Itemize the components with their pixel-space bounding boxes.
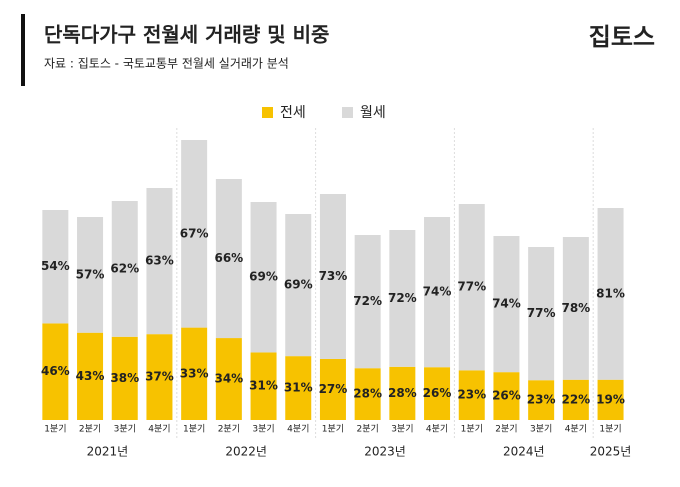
- x-tick-label: 1분기: [461, 424, 483, 435]
- x-tick-label: 2분기: [357, 424, 379, 435]
- bar-segment: [424, 367, 451, 420]
- group-label: 2024년: [503, 445, 545, 459]
- bar-segment: [215, 338, 242, 420]
- x-tick-label: 2분기: [218, 424, 240, 435]
- bar-segment: [42, 210, 69, 324]
- value-label: 69%: [249, 270, 278, 284]
- value-label: 38%: [110, 371, 139, 385]
- x-tick-label: 2분기: [79, 424, 101, 435]
- value-label: 74%: [423, 285, 452, 299]
- value-label: 63%: [145, 254, 174, 268]
- value-label: 22%: [561, 392, 590, 406]
- bar-segment: [562, 379, 589, 420]
- value-label: 31%: [284, 381, 313, 395]
- value-label: 72%: [353, 294, 382, 308]
- bar-segment: [111, 201, 138, 337]
- bar-segment: [146, 188, 173, 335]
- bar-segment: [528, 247, 555, 381]
- value-label: 77%: [457, 280, 486, 294]
- bar-segment: [389, 230, 416, 367]
- bar-segment: [181, 327, 208, 420]
- bar-segment: [597, 379, 624, 420]
- value-label: 57%: [76, 267, 105, 281]
- logo: 집토스: [589, 23, 655, 51]
- value-label: 26%: [423, 386, 452, 400]
- x-tick-label: 3분기: [530, 424, 552, 435]
- value-label: 66%: [214, 251, 243, 265]
- x-tick-label: 3분기: [252, 424, 274, 435]
- bar-segment: [285, 356, 312, 420]
- bar-segment: [389, 366, 416, 420]
- value-label: 67%: [180, 226, 209, 240]
- bar-segment: [111, 336, 138, 420]
- value-label: 77%: [527, 306, 556, 320]
- bar-segment: [42, 323, 69, 420]
- value-label: 26%: [492, 389, 521, 403]
- value-label: 19%: [596, 392, 625, 406]
- x-tick-label: 3분기: [114, 424, 136, 435]
- bar-segment: [597, 208, 624, 380]
- value-label: 81%: [596, 286, 625, 300]
- value-label: 27%: [319, 382, 348, 396]
- group-label: 2021년: [87, 445, 129, 459]
- bar-segment: [319, 358, 346, 420]
- value-label: 46%: [41, 364, 70, 378]
- bar-segment: [528, 380, 555, 420]
- bar-segment: [354, 235, 381, 369]
- group-label: 2025년: [590, 445, 632, 459]
- value-label: 33%: [180, 366, 209, 380]
- bar-segment: [493, 372, 520, 420]
- value-label: 23%: [457, 388, 486, 402]
- subtitle: 자료 : 집토스 - 국토교통부 전월세 실거래가 분석: [44, 57, 289, 71]
- bar-segment: [493, 236, 520, 373]
- x-tick-label: 1분기: [183, 424, 205, 435]
- bar-segment: [354, 368, 381, 420]
- group-label: 2022년: [225, 445, 267, 459]
- bar-segment: [424, 217, 451, 368]
- bar-segment: [77, 332, 104, 420]
- bar-segment: [181, 140, 208, 328]
- value-label: 62%: [110, 261, 139, 275]
- legend-swatch: [342, 107, 353, 118]
- value-label: 72%: [388, 291, 417, 305]
- x-tick-label: 1분기: [322, 424, 344, 435]
- legend-label: 월세: [360, 105, 386, 121]
- bar-segment: [319, 194, 346, 359]
- bar-segment: [285, 214, 312, 357]
- chart-title: 단독다가구 전월세 거래량 및 비중: [44, 23, 329, 47]
- value-label: 23%: [527, 393, 556, 407]
- group-label: 2023년: [364, 445, 406, 459]
- bar-segment: [562, 237, 589, 380]
- value-label: 34%: [214, 372, 243, 386]
- value-label: 37%: [145, 370, 174, 384]
- legend-label: 전세: [280, 105, 306, 121]
- value-label: 31%: [249, 379, 278, 393]
- bar-segment: [250, 202, 277, 353]
- value-label: 78%: [561, 301, 590, 315]
- bar-segment: [215, 179, 242, 339]
- bar-segment: [250, 352, 277, 420]
- legend-swatch: [262, 107, 273, 118]
- value-label: 54%: [41, 259, 70, 273]
- x-tick-label: 4분기: [148, 424, 170, 435]
- value-label: 28%: [353, 387, 382, 401]
- x-tick-label: 3분기: [391, 424, 413, 435]
- value-label: 28%: [388, 386, 417, 400]
- x-tick-label: 4분기: [565, 424, 587, 435]
- value-label: 74%: [492, 297, 521, 311]
- accent-bar: [21, 14, 25, 86]
- bar-segment: [458, 370, 485, 420]
- value-label: 69%: [284, 278, 313, 292]
- value-label: 43%: [76, 369, 105, 383]
- bar-segment: [146, 334, 173, 420]
- x-tick-label: 4분기: [426, 424, 448, 435]
- x-tick-label: 1분기: [599, 424, 621, 435]
- x-tick-label: 1분기: [44, 424, 66, 435]
- bar-segment: [458, 204, 485, 371]
- value-label: 73%: [319, 269, 348, 283]
- x-tick-label: 4분기: [287, 424, 309, 435]
- bar-segment: [77, 217, 104, 333]
- x-tick-label: 2분기: [495, 424, 517, 435]
